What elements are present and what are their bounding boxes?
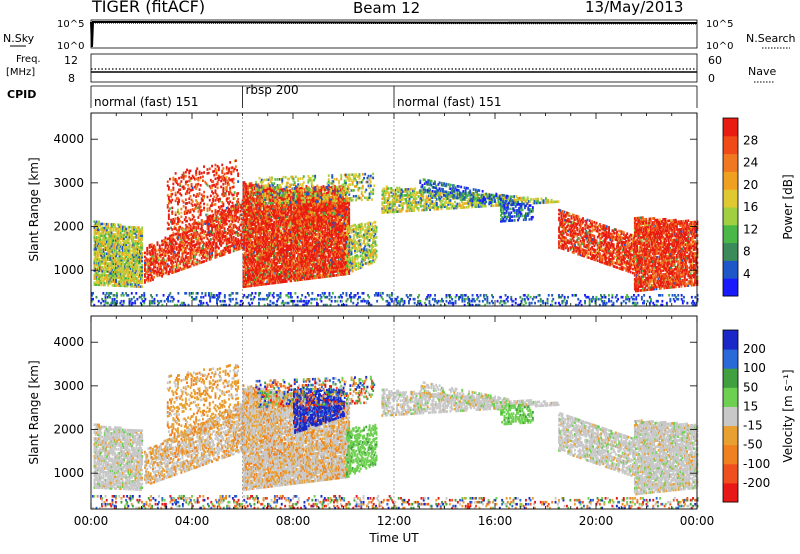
freq-right-tick-bottom: 0: [708, 72, 715, 85]
colorbar-tick-label: 16: [743, 200, 758, 214]
freq-right-tick-top: 60: [708, 54, 722, 67]
colorbar-swatch: [723, 387, 738, 407]
power-colorbar: 4 8 12 16 20 24 28 Power [dB]: [722, 117, 795, 297]
colorbar-swatch: [723, 189, 738, 208]
colorbar-tick-label: 12: [743, 222, 758, 236]
y-tick-label: 4000: [53, 335, 84, 349]
nsky-panel-frame: [90, 19, 698, 49]
nsearch-label: N.Search: [746, 32, 796, 45]
plot-title-beam: Beam 12: [353, 0, 420, 17]
x-tick-label: 00:00: [74, 514, 109, 528]
colorbar-tick-label: 8: [743, 245, 751, 259]
colorbar-swatch: [723, 368, 738, 388]
colorbar-swatch: [723, 207, 738, 226]
velocity-colorbar-label: Velocity [m s⁻¹]: [781, 369, 795, 462]
colorbar-swatch: [723, 349, 738, 369]
y-tick-label: 2000: [53, 220, 84, 234]
colorbar-swatch: [723, 444, 738, 465]
x-tick-label: 00:00: [680, 514, 715, 528]
x-tick-label: 04:00: [175, 514, 210, 528]
nsky-right-tick-top: 10^5: [706, 19, 733, 30]
y-tick-label: 3000: [53, 379, 84, 393]
y-tick-label: 2000: [53, 423, 84, 437]
x-tick-label: 08:00: [276, 514, 311, 528]
colorbar-tick-label: 50: [743, 380, 758, 394]
colorbar-frame: [722, 117, 739, 297]
colorbar-swatch: [723, 153, 738, 172]
colorbar-tick-label: 24: [743, 156, 758, 170]
colorbar-tick-label: -15: [743, 419, 763, 433]
colorbar-swatch: [723, 482, 738, 503]
freq-panel-frame: [90, 53, 698, 83]
colorbar-tick-label: 15: [743, 399, 758, 413]
colorbar-swatch: [723, 278, 738, 297]
freq-left-tick-top: 12: [64, 54, 78, 67]
cpid-segment-label: rbsp 200: [246, 83, 299, 97]
colorbar-swatch: [723, 330, 738, 350]
plot-title-date: 13/May/2013: [585, 0, 683, 16]
colorbar-tick-label: 28: [743, 133, 758, 147]
freq-label-line2: [MHz]: [6, 67, 35, 78]
velocity-y-axis-label: Slant Range [km]: [27, 360, 41, 464]
colorbar-tick-label: -50: [743, 438, 763, 452]
colorbar-swatch: [723, 118, 738, 137]
colorbar-swatch: [723, 406, 738, 427]
power-data-cells: [91, 159, 699, 307]
plot-title-radar: TIGER (fitACF): [92, 0, 205, 16]
x-tick-label: 12:00: [377, 514, 412, 528]
x-tick-label: 20:00: [579, 514, 614, 528]
power-y-axis-label: Slant Range [km]: [27, 157, 41, 261]
cpid-segment-label: normal (fast) 151: [397, 95, 501, 109]
cpid-segment-label: normal (fast) 151: [94, 95, 198, 109]
colorbar-swatch: [723, 425, 738, 446]
colorbar-tick-label: 20: [743, 178, 758, 192]
colorbar-swatch: [723, 224, 738, 244]
y-tick-label: 1000: [53, 466, 84, 480]
velocity-data-cells: [92, 364, 699, 510]
colorbar-swatch: [723, 242, 738, 261]
colorbar-tick-label: -100: [743, 457, 770, 471]
colorbar-tick-label: 100: [743, 361, 766, 375]
freq-label-line1: Freq.: [16, 54, 41, 65]
y-tick-label: 1000: [53, 263, 84, 277]
nsky-left-tick-top: 10^5: [57, 19, 84, 30]
colorbar-swatch: [723, 135, 738, 155]
colorbar-tick-label: -200: [743, 476, 770, 490]
nsky-right-tick-bottom: 10^0: [706, 41, 733, 52]
colorbar-swatch: [723, 171, 738, 190]
colorbar-swatch: [723, 260, 738, 279]
x-tick-label: 16:00: [478, 514, 513, 528]
freq-left-tick-bottom: 8: [68, 72, 75, 85]
power-colorbar-label: Power [dB]: [781, 174, 795, 239]
colorbar-tick-label: 200: [743, 342, 766, 356]
nsky-left-tick-bottom: 10^0: [57, 41, 84, 52]
nsky-label: N.Sky: [3, 32, 35, 45]
cpid-label: CPID: [7, 88, 36, 101]
colorbar-frame: [722, 329, 739, 503]
colorbar-tick-label: 4: [743, 267, 751, 281]
nave-label: Nave: [748, 65, 776, 78]
colorbar-swatch: [723, 463, 738, 484]
x-axis-label: Time UT: [368, 531, 419, 545]
nsky-trace: [90, 20, 698, 48]
y-tick-label: 3000: [53, 176, 84, 190]
velocity-colorbar: 200 100 50 15 -15 -50 -100 -200 Velocity [m s⁻¹]: [722, 329, 795, 503]
y-tick-label: 4000: [53, 132, 84, 146]
